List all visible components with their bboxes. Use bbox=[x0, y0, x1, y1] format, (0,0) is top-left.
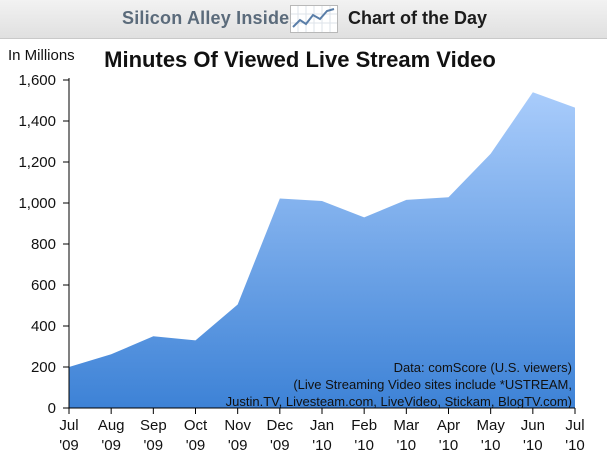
y-axis: 0 200 400 600 800 1,000 1,200 1,400 1,600 bbox=[18, 72, 70, 417]
x-tick-label-month: Feb bbox=[351, 417, 377, 434]
annotation-line: (Live Streaming Video sites include *UST… bbox=[293, 377, 572, 392]
x-tick-label-month: Jul bbox=[59, 417, 78, 434]
x-tick-label-year: '10 bbox=[312, 437, 332, 454]
brand-name: Silicon Alley Insider bbox=[122, 8, 297, 28]
y-tick-label: 0 bbox=[48, 400, 56, 417]
x-tick-label-month: Apr bbox=[437, 417, 460, 434]
series-area bbox=[69, 92, 575, 409]
x-tick-label-month: Nov bbox=[224, 417, 251, 434]
y-tick-label: 1,200 bbox=[18, 154, 56, 171]
x-tick-label-month: Jun bbox=[521, 417, 545, 434]
x-tick-label-month: Jan bbox=[310, 417, 334, 434]
x-tick-label-year: '09 bbox=[59, 437, 79, 454]
annotation-line: Data: comScore (U.S. viewers) bbox=[394, 360, 572, 375]
x-axis: Jul '09 Aug '09 Sep '09 Oct '09 Nov '09 Dec '09 Jan '… bbox=[59, 407, 585, 454]
y-tick-label: 800 bbox=[31, 236, 56, 253]
x-tick-label-year: '09 bbox=[270, 437, 290, 454]
source-annotation: Data: comScore (U.S. viewers) (Live Strea… bbox=[226, 360, 572, 409]
header-banner: Silicon Alley Insider Chart of the Day bbox=[0, 0, 607, 39]
x-tick-label-year: '09 bbox=[101, 437, 121, 454]
annotation-line: Justin.TV, Livesteam.com, LiveVideo, Sti… bbox=[226, 394, 572, 409]
y-tick-label: 600 bbox=[31, 277, 56, 294]
y-tick-label: 1,400 bbox=[18, 113, 56, 130]
x-tick-label-month: Oct bbox=[184, 417, 208, 434]
x-tick-label-month: Aug bbox=[98, 417, 125, 434]
x-tick-label-year: '10 bbox=[354, 437, 374, 454]
y-tick-label: 1,000 bbox=[18, 195, 56, 212]
y-tick-label: 400 bbox=[31, 318, 56, 335]
x-tick-label-year: '10 bbox=[439, 437, 459, 454]
x-tick-label-year: '09 bbox=[186, 437, 206, 454]
x-tick-label-year: '10 bbox=[565, 437, 585, 454]
x-tick-label-year: '10 bbox=[523, 437, 543, 454]
chart-of-the-day-label: Chart of the Day bbox=[348, 8, 488, 28]
trend-chart-icon bbox=[290, 5, 338, 33]
x-tick-label-year: '09 bbox=[144, 437, 164, 454]
y-axis-unit-label: In Millions bbox=[8, 47, 75, 64]
x-tick-label-month: May bbox=[476, 417, 505, 434]
x-tick-label-year: '09 bbox=[228, 437, 248, 454]
chart-title: Minutes Of Viewed Live Stream Video bbox=[104, 47, 496, 72]
y-tick-label: 200 bbox=[31, 359, 56, 376]
x-tick-label-month: Sep bbox=[140, 417, 167, 434]
x-tick-label-year: '10 bbox=[481, 437, 501, 454]
x-tick-label-month: Dec bbox=[266, 417, 293, 434]
x-tick-label-month: Mar bbox=[393, 417, 419, 434]
x-tick-label-month: Jul bbox=[565, 417, 584, 434]
y-tick-label: 1,600 bbox=[18, 72, 56, 89]
x-tick-label-year: '10 bbox=[397, 437, 417, 454]
